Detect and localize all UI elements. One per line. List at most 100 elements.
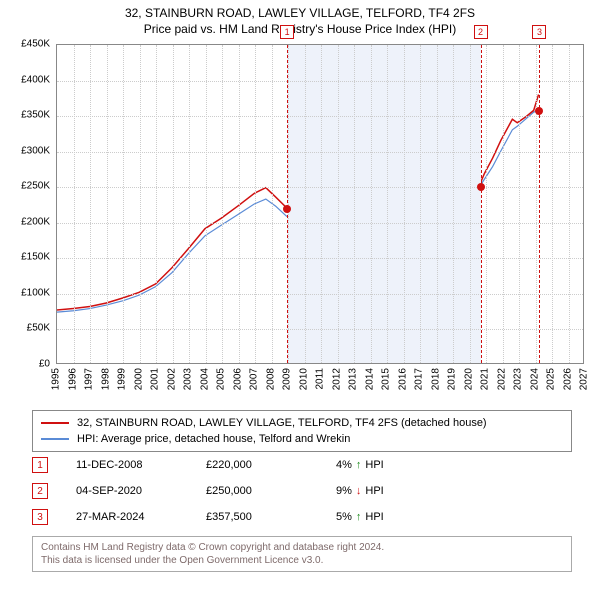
gridline-v	[371, 45, 372, 363]
x-tick-label: 2018	[430, 368, 441, 390]
gridline-v	[239, 45, 240, 363]
marker-dot	[477, 183, 485, 191]
marker-date: 11-DEC-2008	[76, 459, 206, 471]
x-tick-label: 2025	[546, 368, 557, 390]
x-tick-label: 1999	[117, 368, 128, 390]
gridline-v	[486, 45, 487, 363]
marker-suffix: HPI	[365, 459, 383, 471]
x-tick-label: 2024	[529, 368, 540, 390]
y-tick-label: £400K	[8, 74, 50, 85]
legend-swatch	[41, 438, 69, 440]
marker-dot	[283, 205, 291, 213]
gridline-v	[569, 45, 570, 363]
marker-label-on-plot: 3	[532, 25, 546, 39]
marker-number-box: 2	[32, 483, 48, 499]
y-tick-label: £350K	[8, 110, 50, 121]
trend-arrow-icon: ↓	[356, 485, 362, 497]
gridline-v	[206, 45, 207, 363]
gridline-v	[470, 45, 471, 363]
gridline-v	[222, 45, 223, 363]
x-tick-label: 2010	[298, 368, 309, 390]
gridline-v	[305, 45, 306, 363]
marker-suffix: HPI	[365, 485, 383, 497]
gridline-h	[57, 81, 583, 82]
x-tick-label: 2011	[315, 368, 326, 390]
legend: 32, STAINBURN ROAD, LAWLEY VILLAGE, TELF…	[32, 410, 572, 452]
x-tick-label: 2019	[447, 368, 458, 390]
gridline-v	[453, 45, 454, 363]
legend-row: HPI: Average price, detached house, Telf…	[41, 431, 563, 447]
title-block: 32, STAINBURN ROAD, LAWLEY VILLAGE, TELF…	[0, 0, 600, 36]
trend-arrow-icon: ↑	[356, 459, 362, 471]
table-row: 327-MAR-2024£357,5005%↑HPI	[32, 504, 572, 530]
gridline-h	[57, 223, 583, 224]
x-tick-label: 2001	[150, 368, 161, 390]
y-tick-label: £150K	[8, 252, 50, 263]
marker-label-on-plot: 1	[280, 25, 294, 39]
marker-table: 111-DEC-2008£220,0004%↑HPI204-SEP-2020£2…	[32, 452, 572, 530]
marker-vline	[539, 45, 540, 363]
chart-wrap: £0£50K£100K£150K£200K£250K£300K£350K£400…	[8, 44, 592, 404]
x-tick-label: 2006	[232, 368, 243, 390]
gridline-v	[519, 45, 520, 363]
x-tick-label: 2022	[496, 368, 507, 390]
marker-pct: 5% ↑HPI	[336, 511, 416, 523]
marker-pct: 4% ↑HPI	[336, 459, 416, 471]
gridline-v	[338, 45, 339, 363]
marker-pct-value: 4%	[336, 459, 352, 471]
marker-date: 27-MAR-2024	[76, 511, 206, 523]
gridline-v	[90, 45, 91, 363]
marker-suffix: HPI	[365, 511, 383, 523]
y-tick-label: £100K	[8, 287, 50, 298]
gridline-h	[57, 329, 583, 330]
gridline-v	[552, 45, 553, 363]
title-address: 32, STAINBURN ROAD, LAWLEY VILLAGE, TELF…	[0, 6, 600, 20]
gridline-v	[420, 45, 421, 363]
footer-line2: This data is licensed under the Open Gov…	[41, 554, 563, 567]
x-tick-label: 1996	[67, 368, 78, 390]
footer-line1: Contains HM Land Registry data © Crown c…	[41, 541, 563, 554]
x-tick-label: 2014	[364, 368, 375, 390]
x-tick-label: 2017	[414, 368, 425, 390]
marker-pct-value: 5%	[336, 511, 352, 523]
marker-price: £250,000	[206, 485, 336, 497]
x-tick-label: 2021	[480, 368, 491, 390]
marker-pct: 9%↓HPI	[336, 485, 416, 497]
x-tick-label: 2023	[513, 368, 524, 390]
gridline-v	[74, 45, 75, 363]
footer-attribution: Contains HM Land Registry data © Crown c…	[32, 536, 572, 572]
y-tick-label: £300K	[8, 145, 50, 156]
title-subtitle: Price paid vs. HM Land Registry's House …	[0, 22, 600, 36]
legend-swatch	[41, 422, 69, 424]
legend-label: HPI: Average price, detached house, Telf…	[77, 433, 350, 445]
gridline-h	[57, 258, 583, 259]
gridline-h	[57, 152, 583, 153]
marker-price: £357,500	[206, 511, 336, 523]
x-tick-label: 1997	[84, 368, 95, 390]
table-row: 111-DEC-2008£220,0004%↑HPI	[32, 452, 572, 478]
gridline-v	[255, 45, 256, 363]
x-tick-label: 2027	[579, 368, 590, 390]
x-tick-label: 1995	[51, 368, 62, 390]
gridline-v	[189, 45, 190, 363]
legend-row: 32, STAINBURN ROAD, LAWLEY VILLAGE, TELF…	[41, 415, 563, 431]
gridline-v	[354, 45, 355, 363]
x-tick-label: 2013	[348, 368, 359, 390]
x-tick-label: 2005	[216, 368, 227, 390]
x-tick-label: 2008	[265, 368, 276, 390]
marker-date: 04-SEP-2020	[76, 485, 206, 497]
x-tick-label: 2004	[199, 368, 210, 390]
x-tick-label: 2012	[331, 368, 342, 390]
y-tick-label: £200K	[8, 216, 50, 227]
x-tick-label: 2002	[166, 368, 177, 390]
x-tick-label: 2015	[381, 368, 392, 390]
y-tick-label: £250K	[8, 181, 50, 192]
gridline-v	[536, 45, 537, 363]
marker-price: £220,000	[206, 459, 336, 471]
x-tick-label: 2007	[249, 368, 260, 390]
trend-arrow-icon: ↑	[356, 511, 362, 523]
gridline-v	[107, 45, 108, 363]
x-tick-label: 2009	[282, 368, 293, 390]
marker-label-on-plot: 2	[474, 25, 488, 39]
marker-dot	[535, 107, 543, 115]
